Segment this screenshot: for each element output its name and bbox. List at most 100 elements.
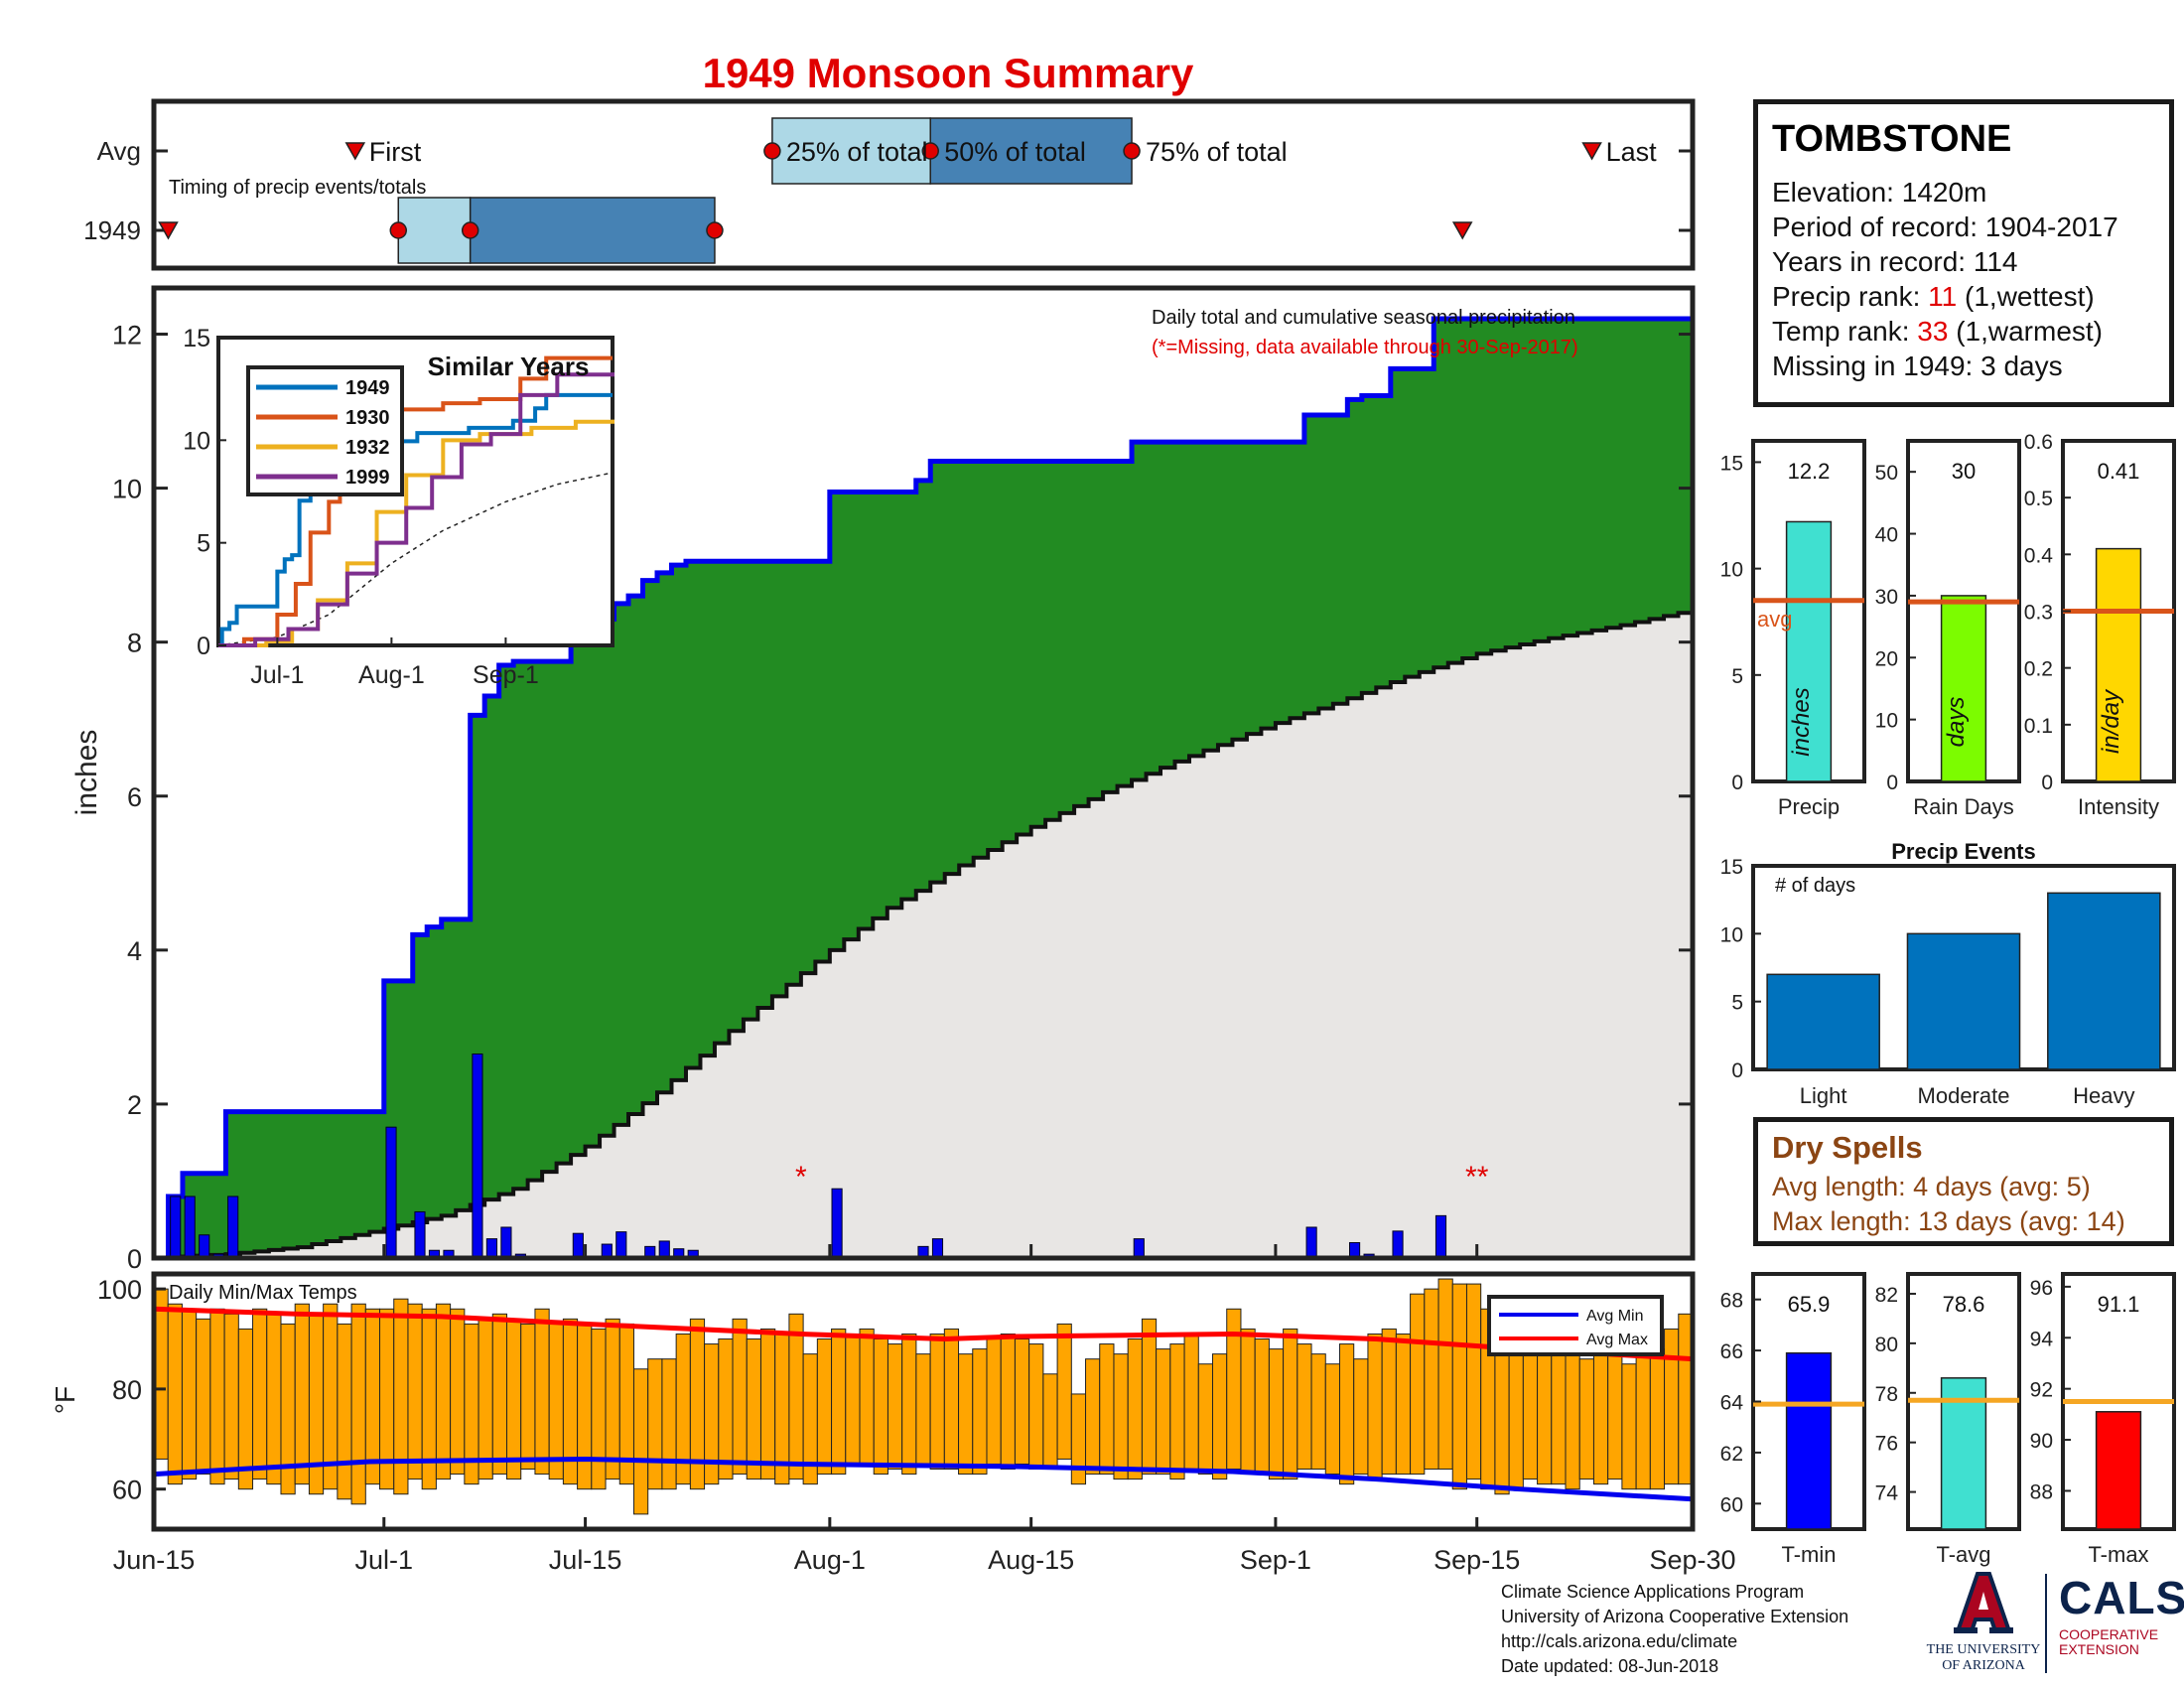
temp-range-bar [732, 1318, 748, 1476]
timing-quantile-marker [921, 142, 939, 160]
avg-cumulative-line [154, 610, 1695, 1260]
temp-range-bar [1156, 1348, 1171, 1476]
summary-precip-value-label: 12.2 [1788, 459, 1831, 484]
temp-range-bar [1410, 1293, 1426, 1476]
summary-precip-bar [1785, 520, 1833, 782]
timing-last-marker [1581, 142, 1602, 161]
temp-range-bar [1537, 1348, 1553, 1485]
temp-range-bar [1268, 1348, 1285, 1480]
daily-precip-bar [1392, 1230, 1404, 1259]
station-precip-rank: Precip rank: 11 (1,wettest) [1772, 279, 2155, 314]
temp-range-bar [1085, 1358, 1101, 1476]
summary-intensity-bar [2095, 547, 2142, 782]
summary-rain-days-ytick-label: 20 [1875, 647, 1898, 670]
summary-intensity-ytick-label: 0.1 [2024, 715, 2053, 738]
shared-xtick-label: Aug-15 [988, 1545, 1074, 1575]
tsum-t-min-ytick-label: 68 [1720, 1290, 1743, 1313]
tsum-t-avg-title: T-avg [1936, 1542, 1990, 1567]
dry-spells-max-length: Max length: 13 days (avg: 14) [1772, 1206, 2125, 1236]
cumulative-precip-line [154, 316, 1693, 1261]
temp-range-bar [1141, 1318, 1158, 1476]
footer-university: University of Arizona Cooperative Extens… [1501, 1607, 1849, 1626]
events-ylabel: # of days [1775, 875, 1855, 897]
summary-rain-days-ytick-label: 40 [1875, 524, 1898, 547]
cals-wordmark: CALS [2059, 1572, 2184, 1623]
temp-range-bar [1169, 1343, 1185, 1480]
temp-legend-box [1487, 1295, 1664, 1356]
temp-range-bar [1099, 1343, 1115, 1476]
temp-range-bar [1578, 1358, 1594, 1480]
tsum-t-avg-ytick-label: 76 [1875, 1433, 1898, 1456]
temp-range-bar [1664, 1328, 1680, 1485]
tsum-t-max-ytick-label: 94 [2030, 1328, 2054, 1350]
summary-rain-days-ytick-label: 0 [1886, 772, 1898, 794]
timing-q50-label: 50% of total [944, 137, 1086, 167]
timing-panel: Avg First Last 25% of total 50% of total 75% … [83, 98, 1696, 271]
main-ytick-label: 8 [127, 629, 142, 658]
figure-title: 1949 Monsoon Summary [703, 50, 1194, 96]
temp-ylabel: °F [50, 1386, 80, 1414]
timing-last-label: Last [1606, 137, 1658, 167]
daily-precip-bar [472, 1054, 483, 1259]
temp-range-bar [1197, 1363, 1214, 1476]
temp-range-bar [1000, 1333, 1016, 1471]
daily-precip-bar [184, 1196, 196, 1259]
temp-range-bar [167, 1303, 183, 1485]
temp-range-bar [718, 1338, 734, 1480]
daily-precip-bar [227, 1196, 239, 1259]
temp-range-bar [887, 1343, 903, 1471]
main-ytick-label: 4 [127, 936, 142, 966]
tsum-t-min-bar [1785, 1351, 1833, 1530]
temp-range-bar [209, 1308, 225, 1485]
temp-range-bar [1042, 1373, 1058, 1471]
daily-precip-bar [1133, 1238, 1145, 1259]
events-bar [1906, 932, 2021, 1070]
temp-range-bar [759, 1328, 776, 1480]
dry-spells-box: Dry Spells Avg length: 4 days (avg: 5) M… [1753, 1117, 2174, 1246]
timing-quantile-marker [1123, 142, 1141, 160]
tsum-t-max-title: T-max [2088, 1542, 2148, 1567]
similar-years-inset: 0 5 10 15 Jul-1 Aug-1 Sep-1 Similar Years 1949 19… [183, 325, 614, 689]
timing-quantile-marker [461, 221, 479, 239]
summary-rain-days-bar [1940, 595, 1987, 782]
temp-range-bar [986, 1338, 1002, 1465]
timing-box-q50-q75 [469, 197, 716, 264]
tsum-t-min-title: T-min [1782, 1542, 1837, 1567]
summary-precip-ytick-label: 0 [1731, 772, 1743, 794]
summary-intensity-ytick-label: 0 [2041, 772, 2053, 794]
shared-xtick-label: Aug-1 [794, 1545, 866, 1575]
temp-range-bar [266, 1313, 282, 1485]
tsum-t-max-ytick-label: 90 [2030, 1430, 2053, 1453]
temp-range-bar [591, 1328, 607, 1490]
footer-program: Climate Science Applications Program [1501, 1582, 1805, 1602]
temp-range-bar [350, 1303, 366, 1505]
temp-range-bar [1014, 1338, 1030, 1465]
temp-rank-label: Temp rank: [1772, 316, 1918, 347]
precip-events-panel: Light Moderate Heavy 0 5 10 15 Precip Events # o… [1720, 839, 2176, 1108]
tsum-t-max-ytick-label: 88 [2030, 1480, 2053, 1503]
temp-summary-bars: 65.9 60 62 64 66 68 T-min 78.6 74 76 78 80 82 T-avg 91… [1720, 1272, 2176, 1567]
summary-intensity-ytick-label: 0.2 [2024, 658, 2053, 681]
station-temp-rank: Temp rank: 33 (1,warmest) [1772, 314, 2155, 349]
summary-intensity-ytick-label: 0.6 [2024, 431, 2053, 454]
temp-range-bar [788, 1313, 804, 1480]
temp-range-bar [958, 1353, 974, 1476]
summary-intensity-ytick-label: 0.3 [2024, 602, 2053, 625]
temp-range-bar [1338, 1343, 1355, 1485]
temp-range-bar [746, 1338, 761, 1480]
station-elevation: Elevation: 1420m [1772, 177, 1987, 208]
temp-range-bar [407, 1303, 423, 1480]
tsum-t-avg-value-label: 78.6 [1943, 1292, 1985, 1317]
summary-rain-days-title: Rain Days [1913, 794, 2013, 819]
main-ytick-label: 6 [127, 782, 142, 812]
cals-line1: COOPERATIVE [2059, 1626, 2159, 1642]
temp-range-bar [901, 1333, 917, 1476]
arizona-a-icon [1954, 1572, 2013, 1633]
tsum-t-avg-ytick-label: 78 [1875, 1383, 1898, 1406]
temp-range-bar [943, 1328, 960, 1471]
summary-precip-ytick-label: 15 [1720, 452, 1743, 475]
timing-first-marker [158, 221, 179, 240]
timing-note: Timing of precip events/totals [169, 177, 426, 199]
temp-range-bar [435, 1303, 452, 1480]
